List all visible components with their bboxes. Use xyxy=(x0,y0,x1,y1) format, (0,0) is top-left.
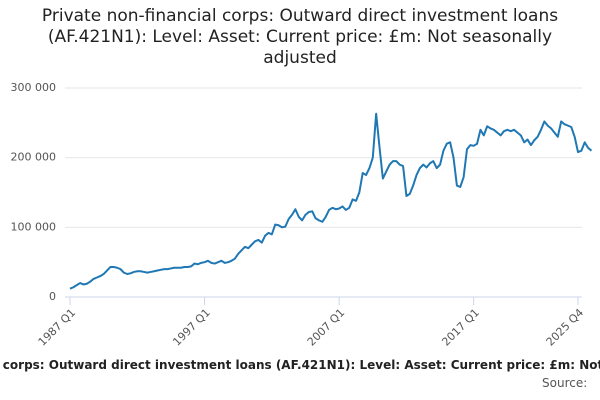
source: Source: xyxy=(542,376,588,390)
y-tick-label: 100 000 xyxy=(11,220,57,233)
legend-entry: Private non-financial corps: Outward dir… xyxy=(0,358,600,372)
x-tick-label: 2025 Q4 xyxy=(544,306,587,349)
x-tick-label: 1997 Q1 xyxy=(170,306,213,349)
data-line xyxy=(69,112,593,290)
y-tick-label: 300 000 xyxy=(11,81,57,94)
x-tick-label: 2007 Q1 xyxy=(305,306,348,349)
x-tick-label: 2017 Q1 xyxy=(439,306,482,349)
x-tick-label: 1987 Q1 xyxy=(36,306,79,349)
y-tick-label: 0 xyxy=(49,290,56,303)
y-tick-label: 200 000 xyxy=(11,151,57,164)
chart-title: Private non-financial corps: Outward dir… xyxy=(41,6,559,68)
